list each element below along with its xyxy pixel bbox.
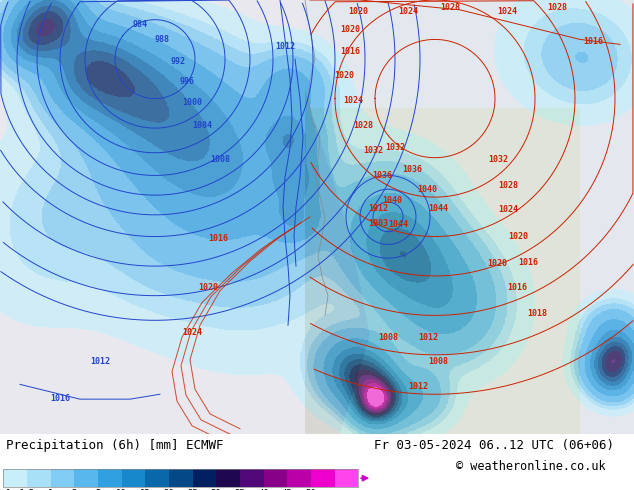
Bar <box>122 469 145 487</box>
Text: 1016: 1016 <box>208 234 228 243</box>
Text: 1044: 1044 <box>388 220 408 229</box>
Text: 1028: 1028 <box>498 181 518 190</box>
Text: 1008: 1008 <box>378 333 398 342</box>
Text: 1040: 1040 <box>417 185 437 194</box>
Text: 1024: 1024 <box>498 205 518 215</box>
Bar <box>3 469 27 487</box>
Text: 1012: 1012 <box>418 333 438 342</box>
Text: 1008: 1008 <box>428 357 448 366</box>
Text: 1016: 1016 <box>518 258 538 267</box>
Text: 1020: 1020 <box>487 259 507 268</box>
Text: 1012: 1012 <box>90 357 110 366</box>
Text: 1004: 1004 <box>192 121 212 130</box>
Text: 1036: 1036 <box>372 171 392 180</box>
Text: 1024: 1024 <box>497 7 517 16</box>
Text: 1032: 1032 <box>385 144 405 152</box>
Text: 1020: 1020 <box>334 72 354 80</box>
Text: Fr 03-05-2024 06..12 UTC (06+06): Fr 03-05-2024 06..12 UTC (06+06) <box>374 439 614 452</box>
Bar <box>27 469 51 487</box>
Text: 988: 988 <box>155 35 169 44</box>
Text: 1032: 1032 <box>488 155 508 164</box>
Bar <box>311 469 335 487</box>
Text: 1016: 1016 <box>507 283 527 293</box>
Text: 1036: 1036 <box>402 165 422 174</box>
Text: 1012: 1012 <box>408 382 428 391</box>
Text: 1020: 1020 <box>198 283 218 293</box>
Bar <box>580 0 634 434</box>
Text: 1012: 1012 <box>368 204 388 214</box>
Bar <box>305 0 634 434</box>
Text: 1020: 1020 <box>340 25 360 34</box>
Text: © weatheronline.co.uk: © weatheronline.co.uk <box>456 460 606 473</box>
Bar <box>264 469 287 487</box>
Text: 1008: 1008 <box>210 155 230 164</box>
Text: Precipitation (6h) [mm] ECMWF: Precipitation (6h) [mm] ECMWF <box>6 439 224 452</box>
Text: 1016: 1016 <box>340 47 360 56</box>
Text: 1012: 1012 <box>275 42 295 51</box>
Text: 996: 996 <box>179 77 195 86</box>
Bar <box>98 469 122 487</box>
Text: 1028: 1028 <box>440 3 460 12</box>
Text: 1018: 1018 <box>527 309 547 318</box>
Bar <box>169 469 193 487</box>
Bar <box>193 469 216 487</box>
Text: 1020: 1020 <box>508 232 528 241</box>
Text: 1016: 1016 <box>50 393 70 403</box>
Bar <box>51 469 74 487</box>
Text: 1032: 1032 <box>363 147 383 155</box>
Text: 1016: 1016 <box>583 37 603 46</box>
Bar <box>287 469 311 487</box>
Text: 1028: 1028 <box>547 3 567 12</box>
Text: 1024: 1024 <box>398 7 418 16</box>
Text: 1040: 1040 <box>382 196 402 204</box>
Text: 1020: 1020 <box>348 7 368 16</box>
Text: 1003: 1003 <box>368 219 388 228</box>
Text: 1024: 1024 <box>343 96 363 105</box>
Bar <box>305 0 634 108</box>
Bar <box>335 469 358 487</box>
Polygon shape <box>305 89 370 434</box>
Text: 1044: 1044 <box>428 204 448 214</box>
Text: 1028: 1028 <box>353 121 373 130</box>
Bar <box>240 469 264 487</box>
Bar <box>3 469 358 487</box>
Bar <box>74 469 98 487</box>
Text: 984: 984 <box>133 20 148 29</box>
Text: 1000: 1000 <box>182 98 202 107</box>
Text: 992: 992 <box>171 57 186 66</box>
Bar <box>0 0 305 434</box>
Text: 1024: 1024 <box>182 328 202 337</box>
Bar <box>216 469 240 487</box>
Bar <box>145 469 169 487</box>
